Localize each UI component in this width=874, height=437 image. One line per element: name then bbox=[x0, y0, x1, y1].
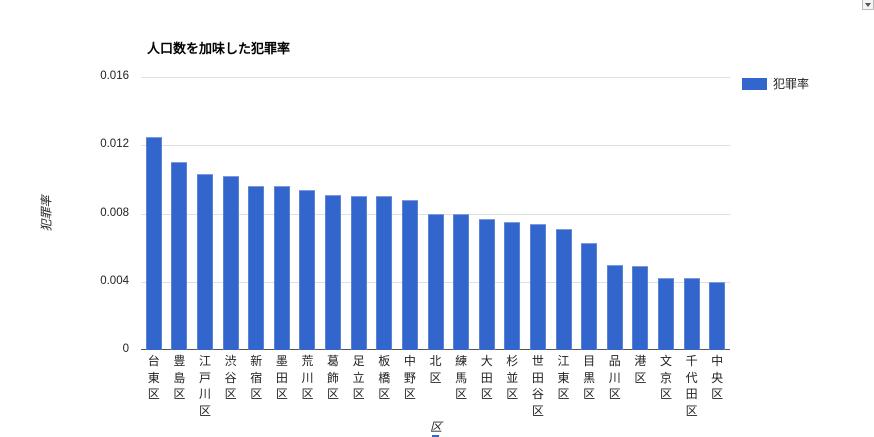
x-tick-label: 板橋区 bbox=[378, 354, 391, 401]
x-tick-label: 杉並区 bbox=[506, 354, 519, 401]
bar[interactable] bbox=[273, 186, 290, 350]
x-tick-label: 江戸川区 bbox=[199, 354, 212, 418]
bar[interactable] bbox=[555, 228, 572, 350]
y-tick-label: 0.016 bbox=[100, 70, 129, 82]
bar[interactable] bbox=[376, 196, 393, 350]
x-tick-label: 品川区 bbox=[608, 354, 621, 401]
x-tick-label: 中央区 bbox=[711, 354, 724, 401]
x-tick-label: 文京区 bbox=[659, 354, 672, 401]
bar[interactable] bbox=[325, 194, 342, 350]
gridline bbox=[141, 145, 730, 147]
bar[interactable] bbox=[453, 213, 470, 350]
legend-label: 犯罪率 bbox=[773, 77, 810, 91]
x-tick-label: 台東区 bbox=[147, 354, 160, 401]
x-tick-label: 墨田区 bbox=[275, 354, 288, 401]
bar[interactable] bbox=[581, 242, 598, 350]
legend: 犯罪率 bbox=[742, 75, 809, 92]
chart-title: 人口数を加味した犯罪率 bbox=[147, 42, 291, 57]
bar[interactable] bbox=[504, 222, 521, 350]
y-tick-label: 0.008 bbox=[100, 206, 129, 219]
x-tick-label: 世田谷区 bbox=[531, 354, 544, 418]
x-tick-label: 目黒区 bbox=[583, 354, 596, 401]
x-tick-label: 荒川区 bbox=[301, 354, 314, 401]
x-tick-label: 北区 bbox=[429, 354, 442, 385]
bar[interactable] bbox=[145, 136, 162, 350]
bar[interactable] bbox=[171, 162, 188, 350]
bar[interactable] bbox=[197, 174, 214, 350]
bar[interactable] bbox=[683, 278, 700, 350]
bar[interactable] bbox=[606, 264, 623, 350]
x-tick-label: 新宿区 bbox=[250, 354, 263, 401]
y-tick-label: 0.012 bbox=[100, 138, 129, 151]
bar[interactable] bbox=[709, 281, 726, 350]
x-tick-label: 大田区 bbox=[480, 354, 493, 401]
bar[interactable] bbox=[657, 278, 674, 350]
x-tick-label: 江東区 bbox=[557, 354, 570, 401]
y-axis-title: 犯罪率 bbox=[39, 195, 54, 232]
x-tick-label: 足立区 bbox=[352, 354, 365, 401]
x-tick-label: 葛飾区 bbox=[327, 354, 340, 401]
bar[interactable] bbox=[478, 218, 495, 350]
bar[interactable] bbox=[529, 223, 546, 350]
bar[interactable] bbox=[299, 189, 316, 350]
bar[interactable] bbox=[248, 186, 265, 350]
gridline bbox=[141, 77, 730, 78]
x-tick-label: 千代田区 bbox=[685, 354, 698, 418]
legend-swatch bbox=[742, 77, 767, 90]
y-tick-label: 0.004 bbox=[100, 274, 129, 287]
plot-area bbox=[141, 77, 730, 350]
x-tick-label: 豊島区 bbox=[173, 354, 186, 401]
bar[interactable] bbox=[350, 196, 367, 350]
bar[interactable] bbox=[222, 175, 239, 350]
x-axis-title: 区 bbox=[430, 420, 443, 437]
chart-menu-dropdown-button[interactable] bbox=[862, 0, 874, 10]
x-tick-label: 渋谷区 bbox=[224, 354, 237, 401]
y-tick-label: 0 bbox=[122, 343, 129, 355]
x-tick-label: 中野区 bbox=[403, 354, 416, 401]
bar[interactable] bbox=[632, 266, 649, 350]
x-tick-label: 港区 bbox=[634, 354, 647, 385]
bar[interactable] bbox=[401, 199, 418, 350]
x-tick-label: 練馬区 bbox=[455, 354, 468, 401]
bar[interactable] bbox=[427, 213, 444, 350]
